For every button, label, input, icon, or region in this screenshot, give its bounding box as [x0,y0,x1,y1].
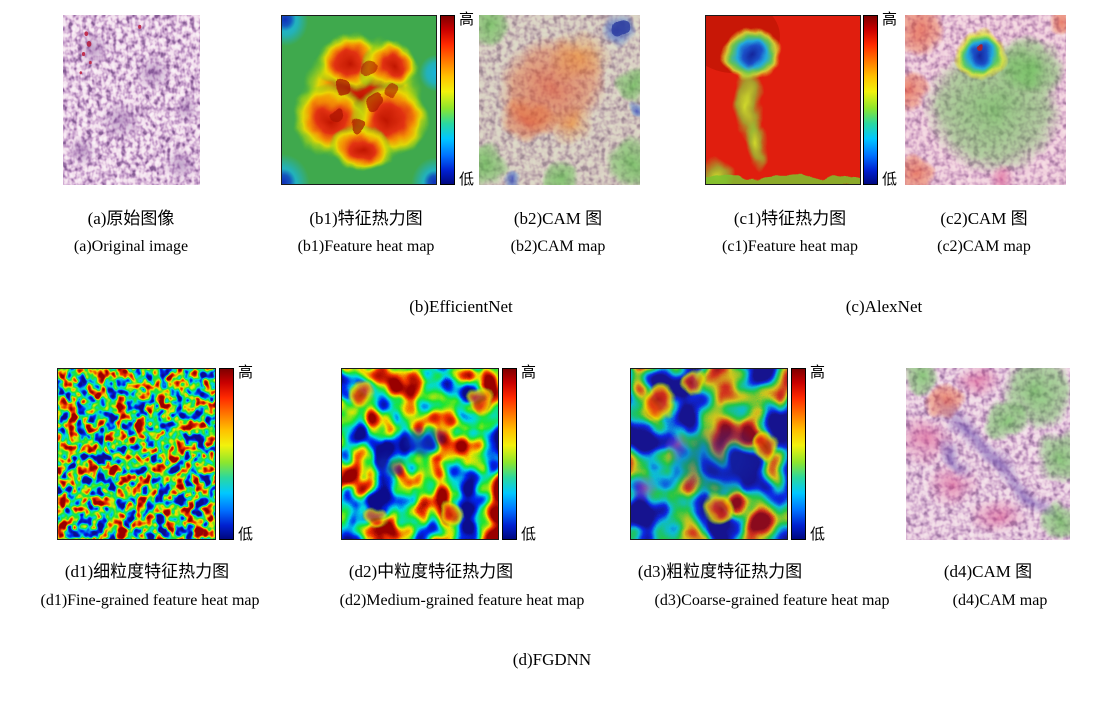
caption-c2-zh: (c2)CAM 图 [940,209,1028,228]
colorbar-low-label: 低 [882,172,898,188]
colorbar-high-label: 高 [459,12,475,28]
caption-d2-zh: (d2)中粒度特征热力图 [348,562,514,581]
caption-c2-en: (c2)CAM map [937,238,1031,255]
caption-c1-zh: (c1)特征热力图 [733,209,847,228]
caption-c1-en: (c1)Feature heat map [722,238,858,255]
caption-a-zh: (a)原始图像 [87,209,175,228]
caption-b2-zh: (b2)CAM 图 [513,209,603,228]
colorbar-low-label: 低 [521,527,537,543]
colorbar-high-label: 高 [521,365,537,381]
caption-b1-en: (b1)Feature heat map [297,238,435,255]
colorbar-high-label: 高 [810,365,826,381]
colorbar-d1: 高 低 [219,365,257,543]
group-label-alexnet: (c)AlexNet [845,297,923,316]
colorbar-high-label: 高 [882,12,898,28]
panel-d2-medium-heatmap [341,368,499,540]
colorbar-d3: 高 低 [791,365,829,543]
caption-b2-en: (b2)CAM map [510,238,606,255]
panel-b2-cam-map [479,15,640,185]
colorbar-c: 高 低 [863,12,901,188]
caption-d3-en: (d3)Coarse-grained feature heat map [654,592,890,609]
panel-c2-cam-map [905,15,1066,185]
colorbar-high-label: 高 [238,365,254,381]
caption-d2-en: (d2)Medium-grained feature heat map [339,592,585,609]
caption-d4-en: (d4)CAM map [952,592,1048,609]
colorbar-gradient [219,368,234,540]
caption-a-en: (a)Original image [73,238,189,255]
colorbar-d2: 高 低 [502,365,540,543]
colorbar-gradient [791,368,806,540]
panel-b1-feature-heatmap [281,15,437,185]
panel-d3-coarse-heatmap [630,368,788,540]
colorbar-b: 高 低 [440,12,478,188]
colorbar-low-label: 低 [810,527,826,543]
colorbar-low-label: 低 [459,172,475,188]
group-label-efficientnet: (b)EfficientNet [409,297,513,316]
caption-d1-en: (d1)Fine-grained feature heat map [40,592,260,609]
panel-c1-feature-heatmap [705,15,861,185]
colorbar-gradient [440,15,455,185]
group-label-fgdnn: (d)FGDNN [512,650,592,669]
panel-d1-fine-heatmap [57,368,216,540]
panel-a-original-image [63,15,200,185]
colorbar-gradient [502,368,517,540]
caption-d3-zh: (d3)粗粒度特征热力图 [637,562,803,581]
caption-d4-zh: (d4)CAM 图 [943,562,1033,581]
caption-d1-zh: (d1)细粒度特征热力图 [64,562,230,581]
colorbar-low-label: 低 [238,527,254,543]
caption-b1-zh: (b1)特征热力图 [309,209,423,228]
colorbar-gradient [863,15,878,185]
panel-d4-cam-map [906,368,1070,540]
